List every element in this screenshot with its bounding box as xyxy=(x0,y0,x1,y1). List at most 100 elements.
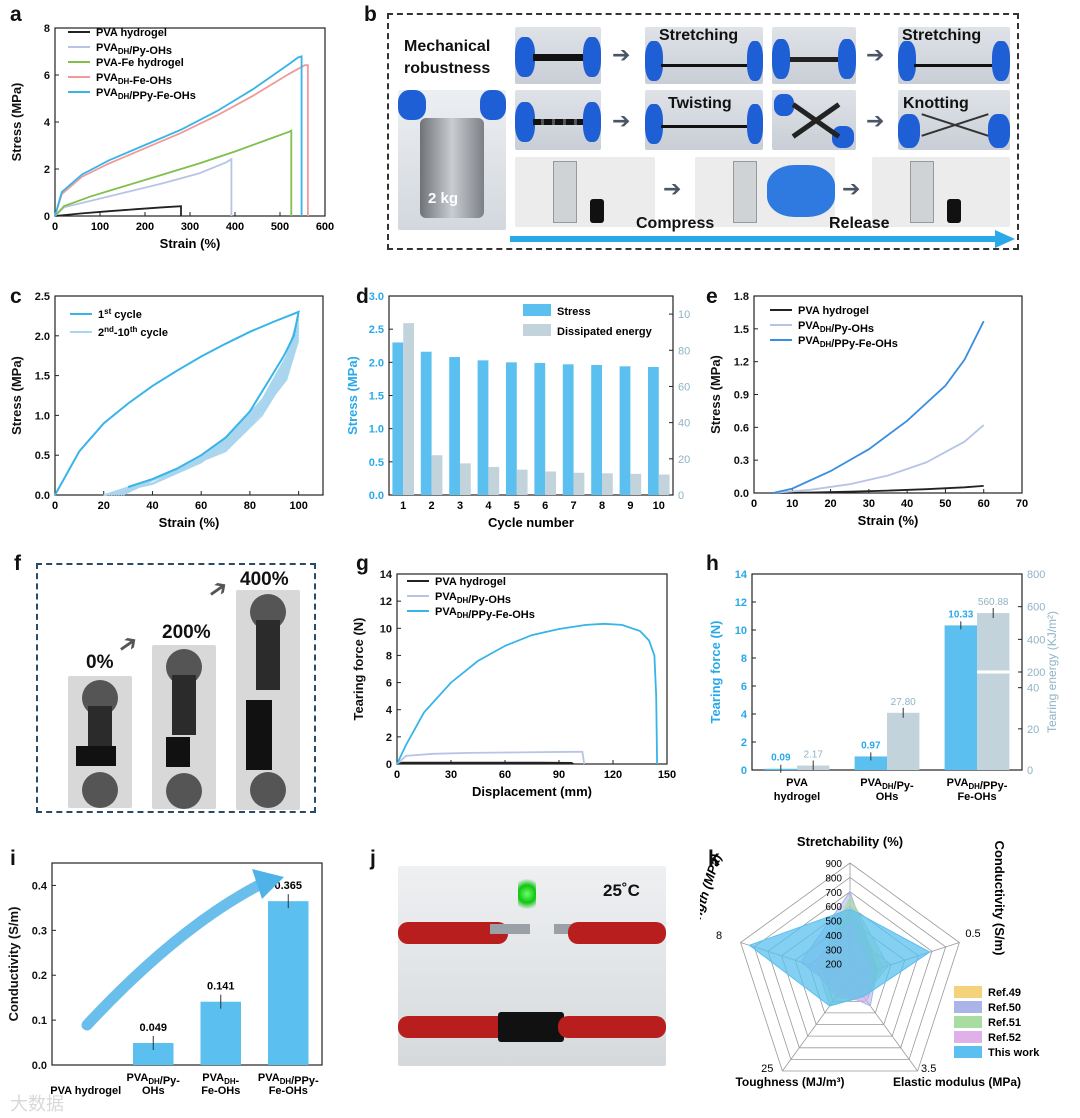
x-category-label: PVA hydrogel xyxy=(50,1085,121,1097)
radar-max-label: 3.5 xyxy=(921,1063,936,1075)
x-axis-label: Strain (%) xyxy=(160,236,221,251)
y2-tick-label: 400 xyxy=(1027,634,1045,646)
radar-tick-label: 900 xyxy=(825,859,842,870)
trend-arrow xyxy=(81,875,273,1031)
plot-frame xyxy=(396,573,668,765)
legend-swatch xyxy=(954,1046,982,1058)
y-axis-label: Tearing force (N) xyxy=(708,620,723,723)
legend-label: Stress xyxy=(557,306,591,318)
y-tick-label: 0.1 xyxy=(32,1015,47,1027)
y-axis-label: Conductivity (S/m) xyxy=(6,907,21,1022)
energy-value-label: 560.88 xyxy=(978,597,1009,608)
x-tick-label: 10 xyxy=(653,500,665,512)
legend-label: Ref.51 xyxy=(988,1017,1021,1029)
panel-label-c: c xyxy=(10,285,22,308)
y2-tick-label: 100 xyxy=(678,309,690,321)
x-category-label: OHs xyxy=(876,791,899,803)
legend-label: PVADH-Fe-OHs xyxy=(96,72,172,87)
y2-axis-label: Tearing energy (KJ/m²) xyxy=(1045,611,1059,733)
y-tick-label: 8 xyxy=(741,653,747,665)
y-tick-label: 10 xyxy=(380,623,392,635)
arrow-1: ➔ xyxy=(612,42,631,67)
tear-photo-0 xyxy=(68,676,132,808)
energy-bar xyxy=(630,473,642,495)
compress-photo-2 xyxy=(695,157,835,227)
y-tick-label: 0.0 xyxy=(35,490,50,502)
strain-label-200: 200% xyxy=(162,622,211,643)
arrow-2: ➔ xyxy=(866,42,885,67)
cycle-line xyxy=(103,318,300,496)
y-tick-label: 8 xyxy=(386,650,392,662)
radar-tick-label: 200 xyxy=(825,960,842,971)
caption-stretching-1: Stretching xyxy=(659,27,739,44)
x-tick-label: 20 xyxy=(98,500,110,512)
stress-bar xyxy=(392,342,404,495)
stress-bar xyxy=(648,366,659,495)
caption-release: Release xyxy=(829,215,890,232)
tear-photo-200 xyxy=(152,645,216,809)
y-tick-label: 1.8 xyxy=(734,291,749,303)
strain-label-400: 400% xyxy=(240,569,289,590)
energy-bar xyxy=(488,466,500,495)
x-category-label: PVADH/Py- xyxy=(860,777,914,792)
x-category-label: PVADH- xyxy=(202,1072,239,1087)
series-line xyxy=(396,750,586,765)
weight-photo: 2 kg xyxy=(398,90,506,230)
legend-label: Ref.50 xyxy=(988,1002,1021,1014)
radar-axis-conductivity: Conductivity (S/m) xyxy=(992,841,1007,956)
series-line xyxy=(396,622,658,765)
y2-tick-label: 0 xyxy=(678,490,684,502)
panel-label-i: i xyxy=(10,847,16,870)
plot-frame xyxy=(54,295,324,496)
radar-series xyxy=(748,908,931,1007)
stress-bar xyxy=(506,362,517,495)
stretch-photo-3 xyxy=(772,27,856,84)
radar-max-label: 25 xyxy=(761,1063,773,1075)
stress-bar xyxy=(619,366,631,495)
legend-label: PVA hydrogel xyxy=(798,305,869,317)
x-tick-label: 600 xyxy=(316,221,334,233)
energy-bar xyxy=(403,323,414,495)
caption-stretching-2: Stretching xyxy=(902,27,982,44)
stress-bar xyxy=(420,351,432,495)
x-tick-label: 50 xyxy=(939,498,951,510)
y-tick-label: 0.5 xyxy=(369,457,384,469)
led-photo xyxy=(398,866,666,1066)
energy-bar xyxy=(658,474,670,495)
x-category-label: Fe-OHs xyxy=(957,791,996,803)
y-tick-label: 0.0 xyxy=(734,488,749,500)
x-tick-label: 40 xyxy=(901,498,913,510)
caption-compress: Compress xyxy=(636,215,715,232)
x-category-label: PVADH/PPy- xyxy=(258,1072,319,1087)
energy-bar xyxy=(516,469,528,495)
legend-label: PVADH/PPy-Fe-OHs xyxy=(96,87,196,102)
knot-photo-2 xyxy=(898,90,1010,150)
y-tick-label: 0 xyxy=(44,211,50,223)
legend-label: Ref.52 xyxy=(988,1032,1021,1044)
y2-tick-label: 40 xyxy=(678,418,690,430)
legend-swatch xyxy=(954,986,982,998)
y-tick-label: 2 xyxy=(386,732,392,744)
x-tick-label: 90 xyxy=(553,769,565,781)
stress-bar xyxy=(562,364,574,495)
x-tick-label: 100 xyxy=(91,221,109,233)
energy-bar xyxy=(431,455,443,495)
x-category-label: PVA xyxy=(786,777,808,789)
panel-b-frame xyxy=(387,13,1019,250)
y-axis-label: Stress (MPa) xyxy=(708,355,723,434)
radar-max-label: 0.5 xyxy=(965,928,980,940)
x-tick-label: 400 xyxy=(226,221,244,233)
y-tick-label: 0.0 xyxy=(32,1060,47,1072)
x-tick-label: 10 xyxy=(786,498,798,510)
x-axis-label: Displacement (mm) xyxy=(472,784,592,799)
x-category-label: PVADH/Py- xyxy=(127,1072,181,1087)
energy-value-label: 27.80 xyxy=(891,697,916,708)
weight-label: 2 kg xyxy=(428,190,459,207)
x-tick-label: 4 xyxy=(485,500,492,512)
caption-twisting: Twisting xyxy=(668,95,732,112)
y2-tick-label: 800 xyxy=(1027,569,1045,581)
tear-photo-400 xyxy=(236,590,300,810)
y2-tick-label: 200 xyxy=(1027,667,1045,679)
series-line xyxy=(773,424,985,494)
x-tick-label: 0 xyxy=(52,500,58,512)
